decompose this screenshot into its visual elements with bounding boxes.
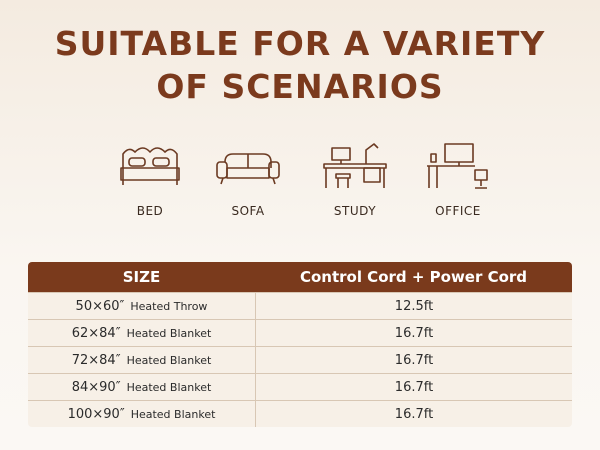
size: 100×90″ [67, 406, 125, 422]
table-row: 100×90″ Heated Blanket 16.7ft [28, 400, 572, 427]
table-header: SIZE Control Cord + Power Cord [28, 262, 572, 292]
size: 62×84″ [71, 325, 121, 341]
scenario-label: BED [136, 204, 164, 218]
sofa-icon [216, 153, 280, 185]
title-line: SUITABLE FOR A VARIETY [54, 24, 546, 63]
scenario-label: OFFICE [435, 204, 481, 218]
blanket-type: Heated Blanket [130, 407, 216, 421]
size-table: SIZE Control Cord + Power Cord 50×60″ Hea… [28, 262, 572, 427]
size-cell: 62×84″ Heated Blanket [28, 320, 256, 346]
size-cell: 100×90″ Heated Blanket [28, 401, 256, 427]
column-header: Control Cord + Power Cord [299, 268, 528, 286]
office-icon [427, 143, 488, 189]
scenario-label: SOFA [231, 204, 265, 218]
size: 84×90″ [71, 379, 121, 395]
study-icon [323, 143, 387, 188]
blanket-type: Heated Blanket [126, 380, 212, 394]
cord-length: 12.5ft [394, 298, 434, 314]
table-row: 84×90″ Heated Blanket 16.7ft [28, 373, 572, 400]
title-line: OF SCENARIOS [156, 67, 444, 106]
size-cell: 72×84″ Heated Blanket [28, 347, 256, 373]
cord-length: 16.7ft [394, 379, 434, 395]
blanket-type: Heated Throw [130, 299, 208, 313]
blanket-type: Heated Blanket [126, 326, 212, 340]
cord-length: 16.7ft [394, 325, 434, 341]
size: 72×84″ [71, 352, 121, 368]
scenario-label: STUDY [333, 204, 377, 218]
table-row: 72×84″ Heated Blanket 16.7ft [28, 346, 572, 373]
cord-length: 16.7ft [394, 352, 434, 368]
size-cell: 84×90″ Heated Blanket [28, 374, 256, 400]
cord-length: 16.7ft [394, 406, 434, 422]
column-header: SIZE [122, 268, 161, 286]
size: 50×60″ [75, 298, 125, 314]
size-cell: 50×60″ Heated Throw [28, 293, 256, 319]
blanket-type: Heated Blanket [126, 353, 212, 367]
table-row: 50×60″ Heated Throw 12.5ft [28, 292, 572, 319]
table-row: 62×84″ Heated Blanket 16.7ft [28, 319, 572, 346]
bed-icon [120, 147, 180, 185]
